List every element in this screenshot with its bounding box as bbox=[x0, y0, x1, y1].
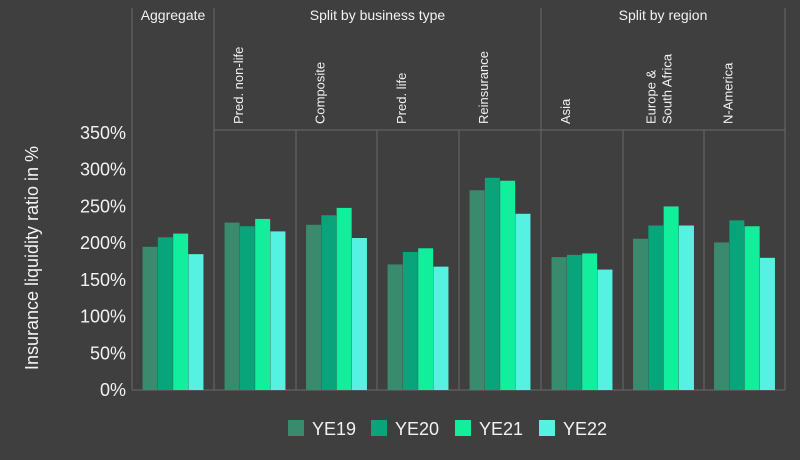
category-label: Reinsurance bbox=[476, 51, 491, 124]
bar-ye21 bbox=[500, 180, 516, 390]
legend: YE19 YE20 YE21 YE22 bbox=[288, 419, 607, 439]
bar-ye20 bbox=[321, 215, 337, 390]
group-header: Split by business type bbox=[310, 7, 446, 23]
y-tick-label: 300% bbox=[80, 160, 126, 180]
legend-swatch bbox=[288, 420, 304, 436]
bars bbox=[142, 177, 775, 390]
bar-ye22 bbox=[678, 225, 694, 390]
bar-ye20 bbox=[648, 225, 664, 390]
bar-ye22 bbox=[759, 257, 775, 390]
y-tick-label: 0% bbox=[100, 380, 126, 400]
bar-ye21 bbox=[744, 226, 760, 390]
category-label: Pred. non-life bbox=[231, 47, 246, 124]
bar-ye19 bbox=[714, 242, 730, 390]
group-header: Aggregate bbox=[141, 7, 206, 23]
y-axis-label: Insurance liquidity ratio in % bbox=[22, 146, 42, 370]
bar-ye19 bbox=[551, 257, 567, 390]
legend-label: YE20 bbox=[395, 419, 439, 439]
category-label: N-America bbox=[721, 62, 736, 124]
bar-ye21 bbox=[255, 218, 271, 390]
legend-item-ye21: YE21 bbox=[455, 419, 523, 439]
y-tick-label: 350% bbox=[80, 123, 126, 143]
bar-ye22 bbox=[351, 238, 367, 390]
bar-ye19 bbox=[306, 224, 322, 390]
category-label: Composite bbox=[313, 62, 328, 124]
y-axis: Insurance liquidity ratio in % 0% 50% 100%… bbox=[22, 123, 126, 400]
legend-item-ye22: YE22 bbox=[539, 419, 607, 439]
bar-ye22 bbox=[433, 266, 449, 390]
bar-ye21 bbox=[582, 253, 598, 390]
legend-swatch bbox=[455, 420, 471, 436]
category-label: Pred. life bbox=[394, 73, 409, 124]
bar-ye22 bbox=[597, 269, 613, 390]
bar-ye22 bbox=[188, 254, 204, 390]
bar-ye20 bbox=[566, 254, 582, 390]
legend-swatch bbox=[371, 420, 387, 436]
category-label: Europe &South Africa bbox=[644, 53, 675, 124]
y-tick-label: 100% bbox=[80, 307, 126, 327]
bar-ye19 bbox=[224, 222, 240, 390]
category-headers: Aggregate Split by business type Split by … bbox=[141, 7, 736, 124]
legend-item-ye19: YE19 bbox=[288, 419, 356, 439]
y-tick-label: 50% bbox=[90, 343, 126, 363]
y-tick-label: 250% bbox=[80, 196, 126, 216]
bar-ye20 bbox=[157, 237, 173, 390]
bar-ye19 bbox=[142, 246, 158, 390]
bar-ye20 bbox=[402, 251, 418, 390]
bar-ye20 bbox=[484, 177, 500, 390]
group-header: Split by region bbox=[619, 7, 708, 23]
bar-ye21 bbox=[336, 207, 352, 390]
bar-ye19 bbox=[469, 190, 485, 390]
bar-ye20 bbox=[729, 220, 745, 390]
category-label: Asia bbox=[558, 98, 573, 124]
bar-ye19 bbox=[387, 264, 403, 390]
bar-ye21 bbox=[663, 206, 679, 390]
legend-item-ye20: YE20 bbox=[371, 419, 439, 439]
bar-ye20 bbox=[239, 226, 255, 390]
bar-ye21 bbox=[173, 233, 189, 390]
y-tick-label: 200% bbox=[80, 233, 126, 253]
legend-label: YE22 bbox=[563, 419, 607, 439]
bar-ye22 bbox=[270, 231, 286, 390]
legend-swatch bbox=[539, 420, 555, 436]
legend-label: YE19 bbox=[312, 419, 356, 439]
bar-ye19 bbox=[633, 238, 649, 390]
bar-ye21 bbox=[418, 248, 434, 390]
legend-label: YE21 bbox=[479, 419, 523, 439]
y-tick-label: 150% bbox=[80, 270, 126, 290]
bar-ye22 bbox=[515, 213, 531, 390]
